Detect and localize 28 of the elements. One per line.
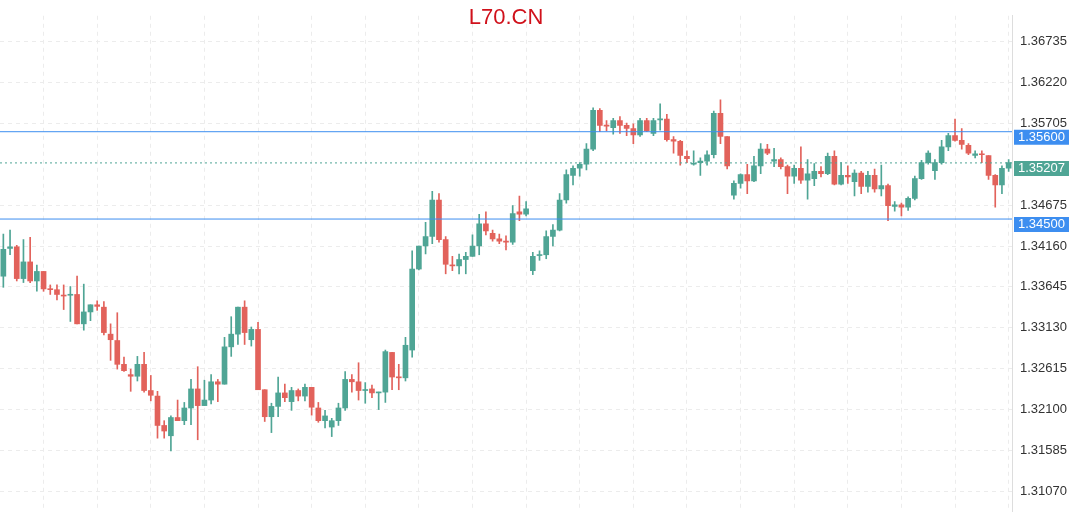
y-tick-label: 1.36735: [1020, 33, 1067, 49]
y-tick-label: 1.32615: [1020, 360, 1067, 376]
y-tick-label: 1.33130: [1020, 319, 1067, 335]
candlestick: [194, 366, 201, 441]
candlestick: [972, 150, 978, 159]
candlestick: [94, 300, 101, 311]
y-tick-label: 1.34160: [1020, 237, 1067, 253]
candlestick: [657, 103, 663, 131]
ref-line-label: 1.35600: [1018, 128, 1065, 144]
y-tick-label: 1.31070: [1020, 482, 1067, 498]
y-tick-label: 1.35705: [1020, 114, 1067, 130]
y-tick-label: 1.33645: [1020, 278, 1067, 294]
y-tick-label: 1.34675: [1020, 196, 1067, 212]
y-tick-label: 1.31585: [1020, 442, 1067, 458]
ref-line-label: 1.35207: [1018, 159, 1065, 175]
candlestick: [7, 229, 13, 256]
candlestick: [214, 379, 221, 402]
candlestick: [979, 150, 985, 163]
chart-title: L70.CN: [468, 4, 544, 30]
ref-line-label: 1.34500: [1018, 216, 1065, 232]
y-tick-label: 1.32100: [1020, 401, 1067, 417]
candlestick: [362, 382, 369, 404]
candlestick: [744, 163, 751, 194]
y-tick-label: 1.36220: [1020, 74, 1067, 90]
candlestick: [127, 368, 134, 392]
candlestick: [80, 283, 87, 331]
candlestick: [844, 165, 851, 184]
candlestick: [684, 150, 690, 163]
